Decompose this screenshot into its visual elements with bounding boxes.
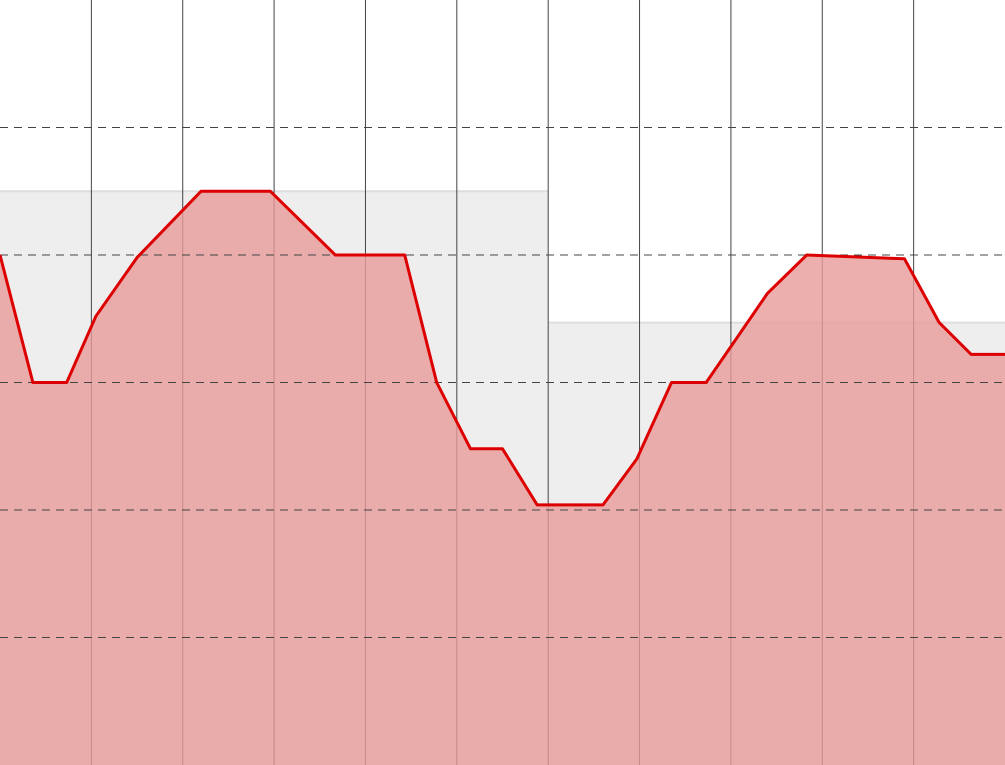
area-chart (0, 0, 1005, 765)
chart-container (0, 0, 1005, 765)
